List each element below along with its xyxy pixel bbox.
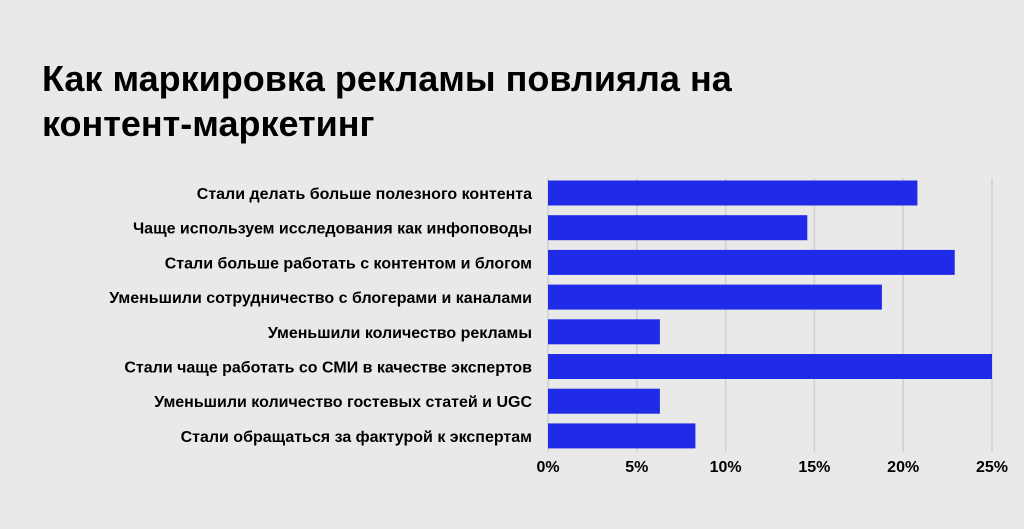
category-label: Стали больше работать с контентом и блог…: [165, 255, 532, 272]
x-tick-label: 20%: [887, 459, 919, 476]
x-tick-label: 25%: [976, 459, 1008, 476]
bar: [548, 284, 882, 310]
category-label: Стали чаще работать со СМИ в качестве эк…: [124, 360, 532, 377]
x-tick-label: 5%: [625, 459, 648, 476]
bar: [548, 215, 808, 241]
bar: [548, 423, 696, 449]
category-label: Уменьшили количество рекламы: [268, 325, 532, 342]
x-tick-label: 0%: [536, 459, 559, 476]
category-label: Уменьшили сотрудничество с блогерами и к…: [109, 290, 532, 307]
category-label: Стали делать больше полезного контента: [197, 186, 532, 203]
bar: [548, 319, 660, 345]
x-tick-label: 10%: [710, 459, 742, 476]
chart-title-line-1: Как маркировка рекламы повлияла на: [42, 58, 732, 99]
chart-title: Как маркировка рекламы повлияла на конте…: [42, 56, 802, 146]
x-tick-label: 15%: [798, 459, 830, 476]
chart-title-line-2: контент-маркетинг: [42, 103, 375, 144]
bar: [548, 388, 660, 414]
bar: [548, 180, 918, 206]
bar: [548, 354, 992, 379]
bar: [548, 249, 955, 275]
category-label: Чаще используем исследования как инфопов…: [133, 221, 532, 238]
category-label: Стали обращаться за фактурой к экспертам: [181, 429, 532, 446]
category-label: Уменьшили количество гостевых статей и U…: [154, 394, 532, 411]
